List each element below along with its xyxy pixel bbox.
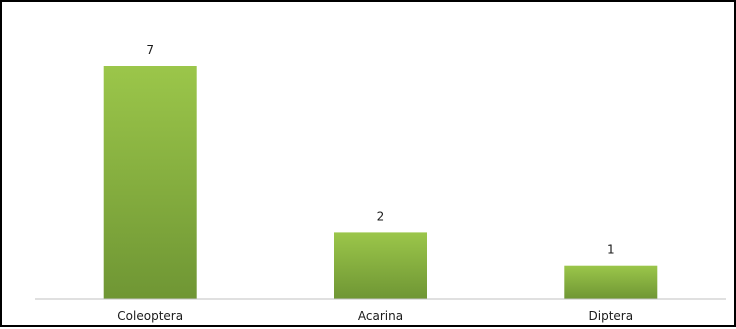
data-label-coleoptera: 7	[146, 43, 154, 57]
data-label-acarina: 2	[377, 209, 385, 223]
tick-label-acarina: Acarina	[358, 309, 403, 323]
bar-diptera	[564, 265, 658, 299]
bar-coleoptera	[103, 66, 197, 299]
bar-acarina	[334, 232, 427, 299]
tick-label-coleoptera: Coleoptera	[117, 309, 183, 323]
tick-label-diptera: Diptera	[589, 309, 634, 323]
data-label-diptera: 1	[607, 243, 615, 257]
